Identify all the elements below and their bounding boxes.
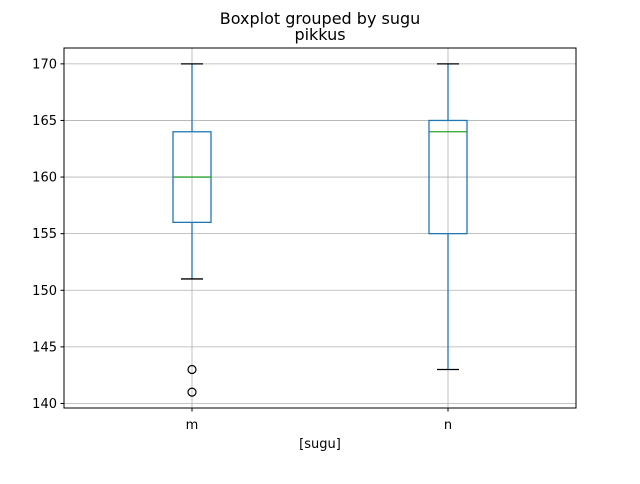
chart-suptitle: Boxplot grouped by sugu: [220, 9, 421, 28]
y-tick-label: 150: [32, 284, 57, 299]
axis-ticks: 140 145 150 155 160 165 170 m n: [32, 57, 452, 433]
y-tick-label: 145: [32, 340, 57, 355]
x-tick-label: n: [444, 418, 452, 433]
y-tick-label: 170: [32, 57, 57, 72]
chart-title: pikkus: [294, 25, 345, 44]
outlier-point: [187, 387, 197, 397]
y-tick-label: 165: [32, 114, 57, 129]
box-n: [428, 63, 468, 371]
y-tick-label: 155: [32, 227, 57, 242]
grid: [64, 48, 576, 408]
y-tick-label: 160: [32, 171, 57, 186]
x-tick-label: m: [186, 418, 199, 433]
axes-frame: [63, 47, 577, 409]
box-marks: [172, 63, 468, 397]
box-iqr: [428, 119, 468, 235]
x-axis-label: [sugu]: [299, 437, 341, 452]
outlier-point: [187, 364, 197, 375]
y-tick-label: 140: [32, 397, 57, 412]
box-m: [172, 63, 212, 397]
